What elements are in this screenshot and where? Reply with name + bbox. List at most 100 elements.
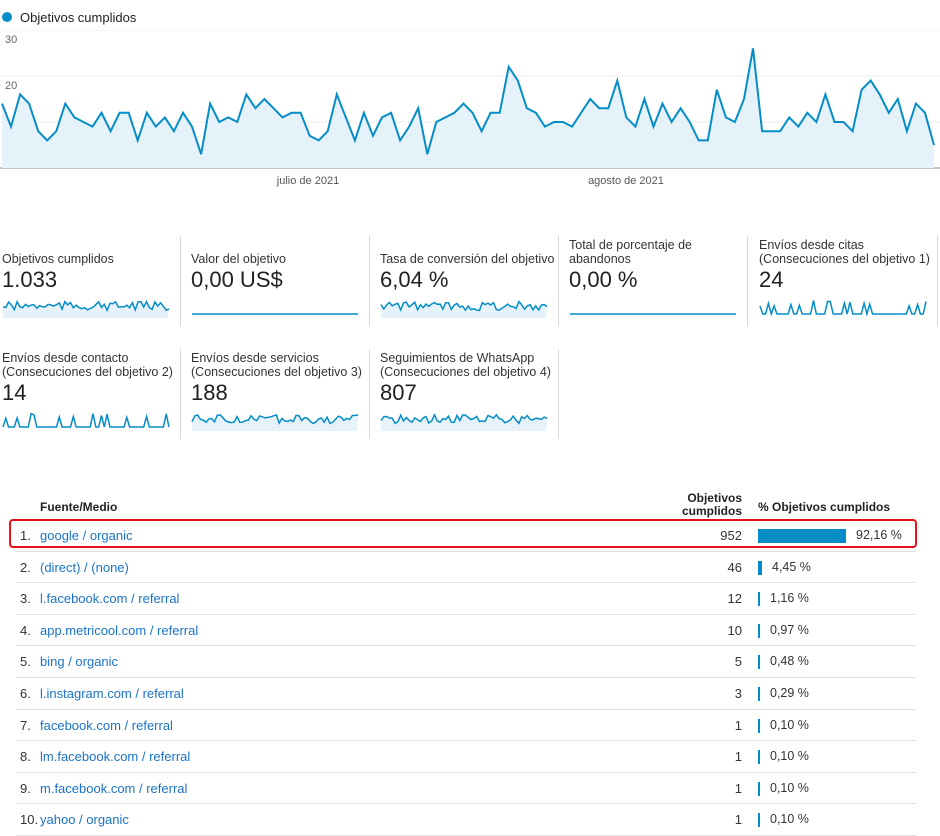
percentage-bar (758, 623, 760, 638)
percentage-bar (758, 655, 760, 670)
column-header-pct[interactable]: % Objetivos cumplidos (758, 500, 891, 514)
metric-value: 0,00 US$ (191, 267, 283, 292)
percentage-bar (758, 592, 760, 607)
metric-value: 14 (2, 380, 27, 405)
table-row: 4. app.metricool.com / referral 10 0,97 % (16, 615, 916, 647)
metric-name: Envíos desde servicios (Consecuciones de… (191, 351, 362, 379)
column-header-source[interactable]: Fuente/Medio (40, 500, 118, 514)
source-medium-link[interactable]: l.instagram.com / referral (40, 685, 184, 701)
source-medium-link[interactable]: bing / organic (40, 654, 119, 670)
row-index: 5. (20, 654, 31, 670)
sparkline-area (3, 301, 169, 318)
metric-tile[interactable]: Envíos desde contacto (Consecuciones del… (2, 349, 181, 439)
goals-value: 1 (734, 812, 742, 828)
metric-tile[interactable]: Total de porcentaje de abandonos 0,00 % (569, 236, 748, 326)
sparkline-path (2, 412, 170, 428)
highlight-box (9, 519, 917, 548)
metric-name: Total de porcentaje de abandonos (569, 238, 693, 266)
percentage-value: 0,10 % (770, 812, 809, 827)
source-medium-link[interactable]: l.facebook.com / referral (40, 591, 180, 607)
sparkline (2, 412, 170, 428)
goals-value: 1 (734, 749, 742, 765)
sparkline (380, 300, 548, 318)
metric-tile[interactable]: Objetivos cumplidos 1.033 (2, 236, 181, 326)
area-fill (2, 48, 934, 168)
metric-value: 24 (759, 267, 784, 292)
metric-tile[interactable]: Tasa de conversión del objetivo 6,04 % (380, 236, 559, 326)
metric-value: 6,04 % (380, 267, 449, 292)
percentage-bar (758, 781, 760, 796)
table-header: Fuente/Medio Objetivos cumplidos % Objet… (16, 488, 916, 520)
sparkline-area (192, 414, 358, 431)
table-row: 7. facebook.com / referral 1 0,10 % (16, 710, 916, 742)
sparkline-path (380, 413, 548, 425)
sparkline (380, 413, 548, 431)
sparkline (191, 413, 359, 431)
table-row: 9. m.facebook.com / referral 1 0,10 % (16, 773, 916, 805)
source-medium-link[interactable]: lm.facebook.com / referral (40, 749, 191, 765)
metric-tile[interactable]: Envíos desde citas (Consecuciones del ob… (759, 236, 938, 326)
percentage-bar (758, 813, 760, 828)
table-row: 5. bing / organic 5 0,48 % (16, 646, 916, 678)
sparkline (192, 313, 358, 315)
percentage-value: 0,10 % (770, 717, 809, 732)
percentage-bar (758, 718, 760, 733)
row-index: 3. (20, 591, 31, 607)
sparkline-path (380, 300, 548, 312)
metric-name: Tasa de conversión del objetivo (380, 252, 555, 266)
x-tick-label: julio de 2021 (276, 175, 339, 187)
goals-value: 3 (734, 685, 742, 701)
percentage-value: 0,10 % (770, 780, 809, 795)
legend-dot-icon (2, 12, 12, 22)
source-medium-link[interactable]: yahoo / organic (40, 812, 129, 828)
goals-value: 1 (734, 717, 742, 733)
percentage-value: 0,29 % (770, 685, 809, 700)
row-index: 9. (20, 780, 31, 796)
metric-tile[interactable]: Valor del objetivo 0,00 US$ (191, 236, 370, 326)
source-medium-link[interactable]: (direct) / (none) (40, 559, 129, 575)
chart-legend[interactable]: Objetivos cumplidos (2, 8, 136, 26)
source-medium-link[interactable]: app.metricool.com / referral (40, 622, 199, 638)
row-index: 1. (20, 528, 31, 543)
percentage-value: 0,10 % (770, 749, 809, 764)
metric-name: Envíos desde citas (Consecuciones del ob… (759, 238, 930, 266)
x-tick-label: agosto de 2021 (588, 175, 664, 187)
table-row: 2. (direct) / (none) 46 4,45 % (16, 552, 916, 584)
percentage-bar (758, 686, 760, 701)
table-row: 3. l.facebook.com / referral 12 1,16 % (16, 583, 916, 615)
table-row: 8. lm.facebook.com / referral 1 0,10 % (16, 741, 916, 773)
row-index: 6. (20, 685, 31, 701)
goals-value: 12 (727, 591, 742, 607)
goals-value: 1 (734, 780, 742, 796)
column-header-goals[interactable]: Objetivos cumplidos (681, 491, 742, 518)
percentage-bar (758, 560, 762, 575)
sparkline-area (381, 301, 547, 318)
metric-tile[interactable]: Envíos desde servicios (Consecuciones de… (191, 349, 370, 439)
table-row: 10. yahoo / organic 1 0,10 % (16, 804, 916, 836)
metric-value: 1.033 (2, 267, 58, 292)
row-index: 2. (20, 559, 31, 575)
metric-value: 188 (191, 380, 228, 405)
sparkline-path (759, 300, 927, 317)
y-tick-label: 20 (5, 80, 17, 92)
sparkline-path (2, 299, 170, 313)
source-medium-link[interactable]: facebook.com / referral (40, 717, 173, 733)
metric-value: 0,00 % (569, 267, 638, 292)
y-tick-label: 30 (5, 34, 17, 46)
percentage-bar (758, 529, 846, 543)
percentage-value: 92,16 % (856, 528, 902, 542)
percentage-value: 0,48 % (770, 654, 809, 669)
source-medium-link[interactable]: google / organic (40, 528, 133, 543)
source-medium-table: Fuente/Medio Objetivos cumplidos % Objet… (16, 488, 916, 836)
goals-value: 5 (734, 654, 742, 670)
metric-tile[interactable]: Seguimientos de WhatsApp (Consecuciones … (380, 349, 559, 439)
goals-value: 10 (727, 622, 742, 638)
source-medium-link[interactable]: m.facebook.com / referral (40, 780, 188, 796)
goals-line-chart[interactable]: 30 20 10 julio de 2021 agosto de 2021 (0, 30, 940, 190)
goals-value: 952 (720, 528, 742, 543)
percentage-value: 0,97 % (770, 622, 809, 637)
sparkline (2, 299, 170, 318)
row-index: 8. (20, 749, 31, 765)
metric-value: 807 (380, 380, 417, 405)
metric-name: Envíos desde contacto (Consecuciones del… (2, 351, 173, 379)
